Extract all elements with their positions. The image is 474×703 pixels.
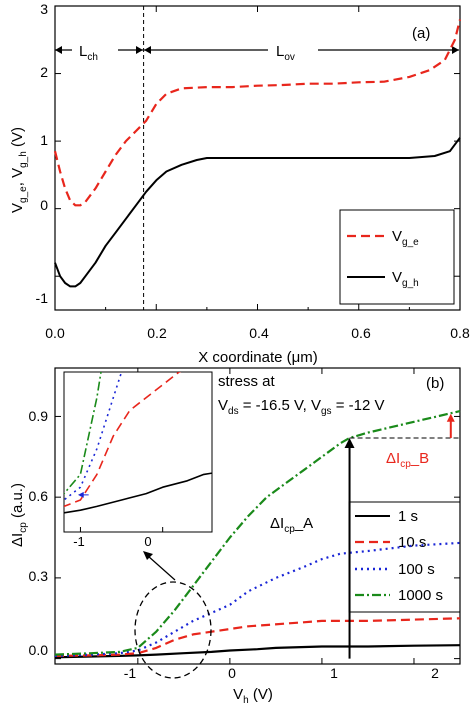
zoom-pointer-head [143, 551, 153, 560]
lov-arrow-left-head [144, 46, 151, 54]
a-ytick: 1 [40, 132, 48, 148]
a-ylabel-part: (V) [9, 127, 26, 151]
delta-a-main: ΔI [270, 515, 284, 532]
inset-series-line-2 [64, 372, 123, 501]
delta-a-arrow-head [344, 437, 355, 448]
lch-label: Lch [79, 43, 98, 63]
a-ytick: 0 [40, 197, 48, 213]
b-legend-label-1000s: 1000 s [398, 587, 443, 604]
b-panel-label: (b) [426, 375, 444, 392]
a-legend-label-vgh: Vg_h [392, 269, 419, 289]
a-legend-vgh-main: V [392, 269, 402, 286]
a-ylabel-part: , V [9, 168, 26, 186]
a-ytick: -1 [36, 290, 49, 306]
a-legend-label-vge: Vg_e [392, 228, 419, 248]
b-xtick: 1 [330, 665, 338, 681]
b-xlabel-sub: h [243, 695, 249, 703]
b-legend-label-1s: 1 s [398, 508, 418, 525]
a-legend-vge-main: V [392, 228, 402, 245]
b-xtick: -1 [124, 665, 137, 681]
b-ylabel-sub: cp [18, 522, 29, 533]
lov-arrow-right-head [452, 46, 459, 54]
delta-icp-a-label: ΔIcp_A [270, 515, 313, 535]
b-legend-label-10s: 10 s [398, 534, 426, 551]
zoom-circle [134, 581, 212, 679]
b-xtick: 2 [431, 665, 439, 681]
a-ytick: 3 [40, 1, 48, 17]
a-xtick: 0.0 [45, 325, 65, 341]
delta-b-main: ΔI [386, 450, 400, 467]
b-ytick: 0.3 [29, 568, 49, 584]
b-xlabel-main: V [233, 686, 243, 703]
b-legend-label-100s: 100 s [398, 561, 435, 578]
b-series-line-0 [54, 644, 461, 659]
a-xlabel: X coordinate (μm) [198, 349, 318, 366]
stress-annotation-line1: stress at [218, 373, 276, 390]
a-xtick: 0.2 [147, 325, 167, 341]
panel-a: 0.0 0.2 0.4 0.6 0.8 -1 0 1 2 3 X coordin… [9, 1, 470, 366]
lch-label-sub: ch [87, 52, 98, 63]
a-xtick: 0.8 [450, 325, 470, 341]
b-xlabel: Vh (V) [233, 686, 273, 703]
inset-series-line-0 [64, 472, 212, 514]
b-xlabel-unit: (V) [249, 686, 273, 703]
zoom-pointer-line [147, 555, 176, 581]
stress-vgs-sub: gs [321, 406, 332, 417]
lov-label-sub: ov [284, 52, 295, 63]
a-ytick: 2 [40, 64, 48, 80]
a-series-line-0 [53, 19, 462, 207]
stress-annotation-line2: Vds = -16.5 V, Vgs = -12 V [218, 397, 385, 417]
b-series-line-1 [54, 617, 461, 657]
inset-series-group [64, 372, 212, 514]
b-ylabel-main: ΔI [9, 533, 26, 547]
b-ytick: 0.9 [29, 408, 49, 424]
lch-arrow-right-head [136, 46, 143, 54]
delta-icp-b-label: ΔIcp_B [386, 450, 429, 470]
panel-b: -1 0 1 2 0.0 0.3 0.6 0.9 Vh (V) ΔIcp (a.… [9, 367, 461, 703]
a-series-line-1 [54, 137, 461, 288]
b-ylabel: ΔIcp (a.u.) [9, 483, 29, 547]
lch-label-main: L [79, 43, 87, 60]
stress-vds: V [218, 397, 228, 414]
lov-label-main: L [276, 43, 284, 60]
a-legend-vgh-sub: g_h [402, 278, 419, 289]
a-legend-vge-sub: g_e [402, 237, 419, 248]
a-xtick: 0.6 [351, 325, 371, 341]
delta-a-sub: cp [284, 524, 295, 535]
b-xtick: 0 [228, 665, 236, 681]
stress-mid: = -16.5 V, V [239, 397, 321, 414]
stress-end: = -12 V [332, 397, 385, 414]
delta-b-arrow-head [446, 413, 455, 422]
lov-label: Lov [276, 43, 295, 63]
a-ylabel-part: V [9, 203, 26, 213]
inset-frame [63, 371, 213, 533]
a-panel-label: (a) [412, 25, 430, 42]
a-ylabel-sub: g_h [18, 151, 29, 168]
a-ylabel: Vg_e, Vg_h (V) [9, 127, 29, 213]
delta-b-suffix: _B [410, 450, 429, 467]
delta-b-sub: cp [400, 459, 411, 470]
inset-marker-head [77, 491, 84, 498]
inset-xtick: -1 [73, 534, 85, 549]
stress-vds-sub: ds [228, 406, 239, 417]
a-ylabel-sub: g_e [18, 186, 29, 203]
a-legend [339, 209, 455, 305]
b-ytick: 0.0 [29, 642, 49, 658]
b-ylabel-unit: (a.u.) [9, 483, 26, 522]
a-xtick: 0.4 [249, 325, 269, 341]
b-plot-frame [54, 367, 461, 665]
lch-arrow-left-head [55, 46, 62, 54]
inset-xtick: 0 [144, 534, 151, 549]
b-series-line-2 [54, 541, 461, 657]
delta-a-suffix: _A [294, 515, 313, 532]
b-series-line-3 [54, 410, 461, 656]
b-ytick: 0.6 [29, 488, 49, 504]
